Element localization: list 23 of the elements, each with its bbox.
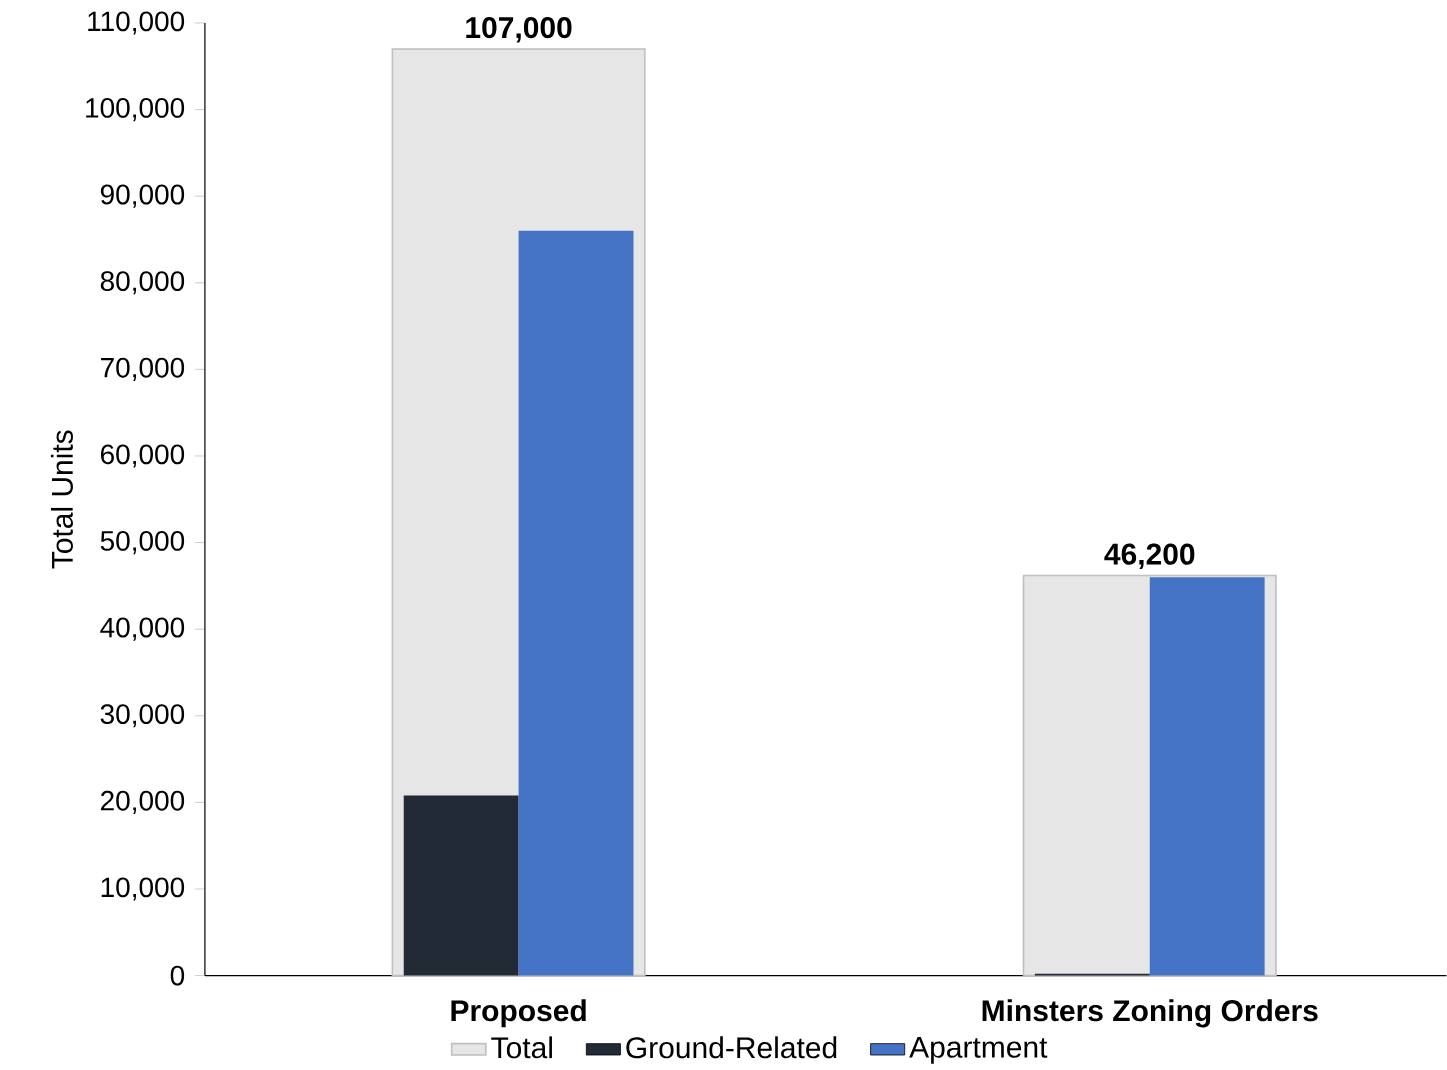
bar (403, 795, 519, 976)
x-tick-label: Minsters Zoning Orders (982, 999, 1318, 1028)
x-tick-label: Proposed (451, 999, 586, 1028)
y-tick-label: 110,000 (88, 11, 185, 35)
y-tick-label: 70,000 (101, 357, 185, 381)
legend-label: Total (491, 1036, 552, 1059)
y-tick-label: 100,000 (86, 97, 185, 121)
y-tick-label: 20,000 (101, 790, 185, 814)
legend-label: Apartment (909, 1036, 1048, 1064)
y-tick-label: 30,000 (100, 704, 185, 728)
data-label: 107,000 (466, 16, 572, 43)
y-tick-label: 40,000 (100, 617, 185, 641)
y-tick-label: 50,000 (100, 530, 185, 554)
y-tick-label: 10,000 (101, 877, 185, 901)
bar (1149, 577, 1265, 976)
data-label: 46,200 (1104, 543, 1195, 569)
bar (518, 230, 634, 976)
y-tick-label: 0 (170, 965, 185, 986)
legend-label: Ground-Related (626, 1036, 837, 1059)
y-tick-label: 60,000 (101, 444, 185, 468)
y-tick-label: 90,000 (100, 184, 185, 208)
y-tick-label: 80,000 (100, 271, 185, 295)
y-axis-title: Total Units (50, 430, 73, 569)
